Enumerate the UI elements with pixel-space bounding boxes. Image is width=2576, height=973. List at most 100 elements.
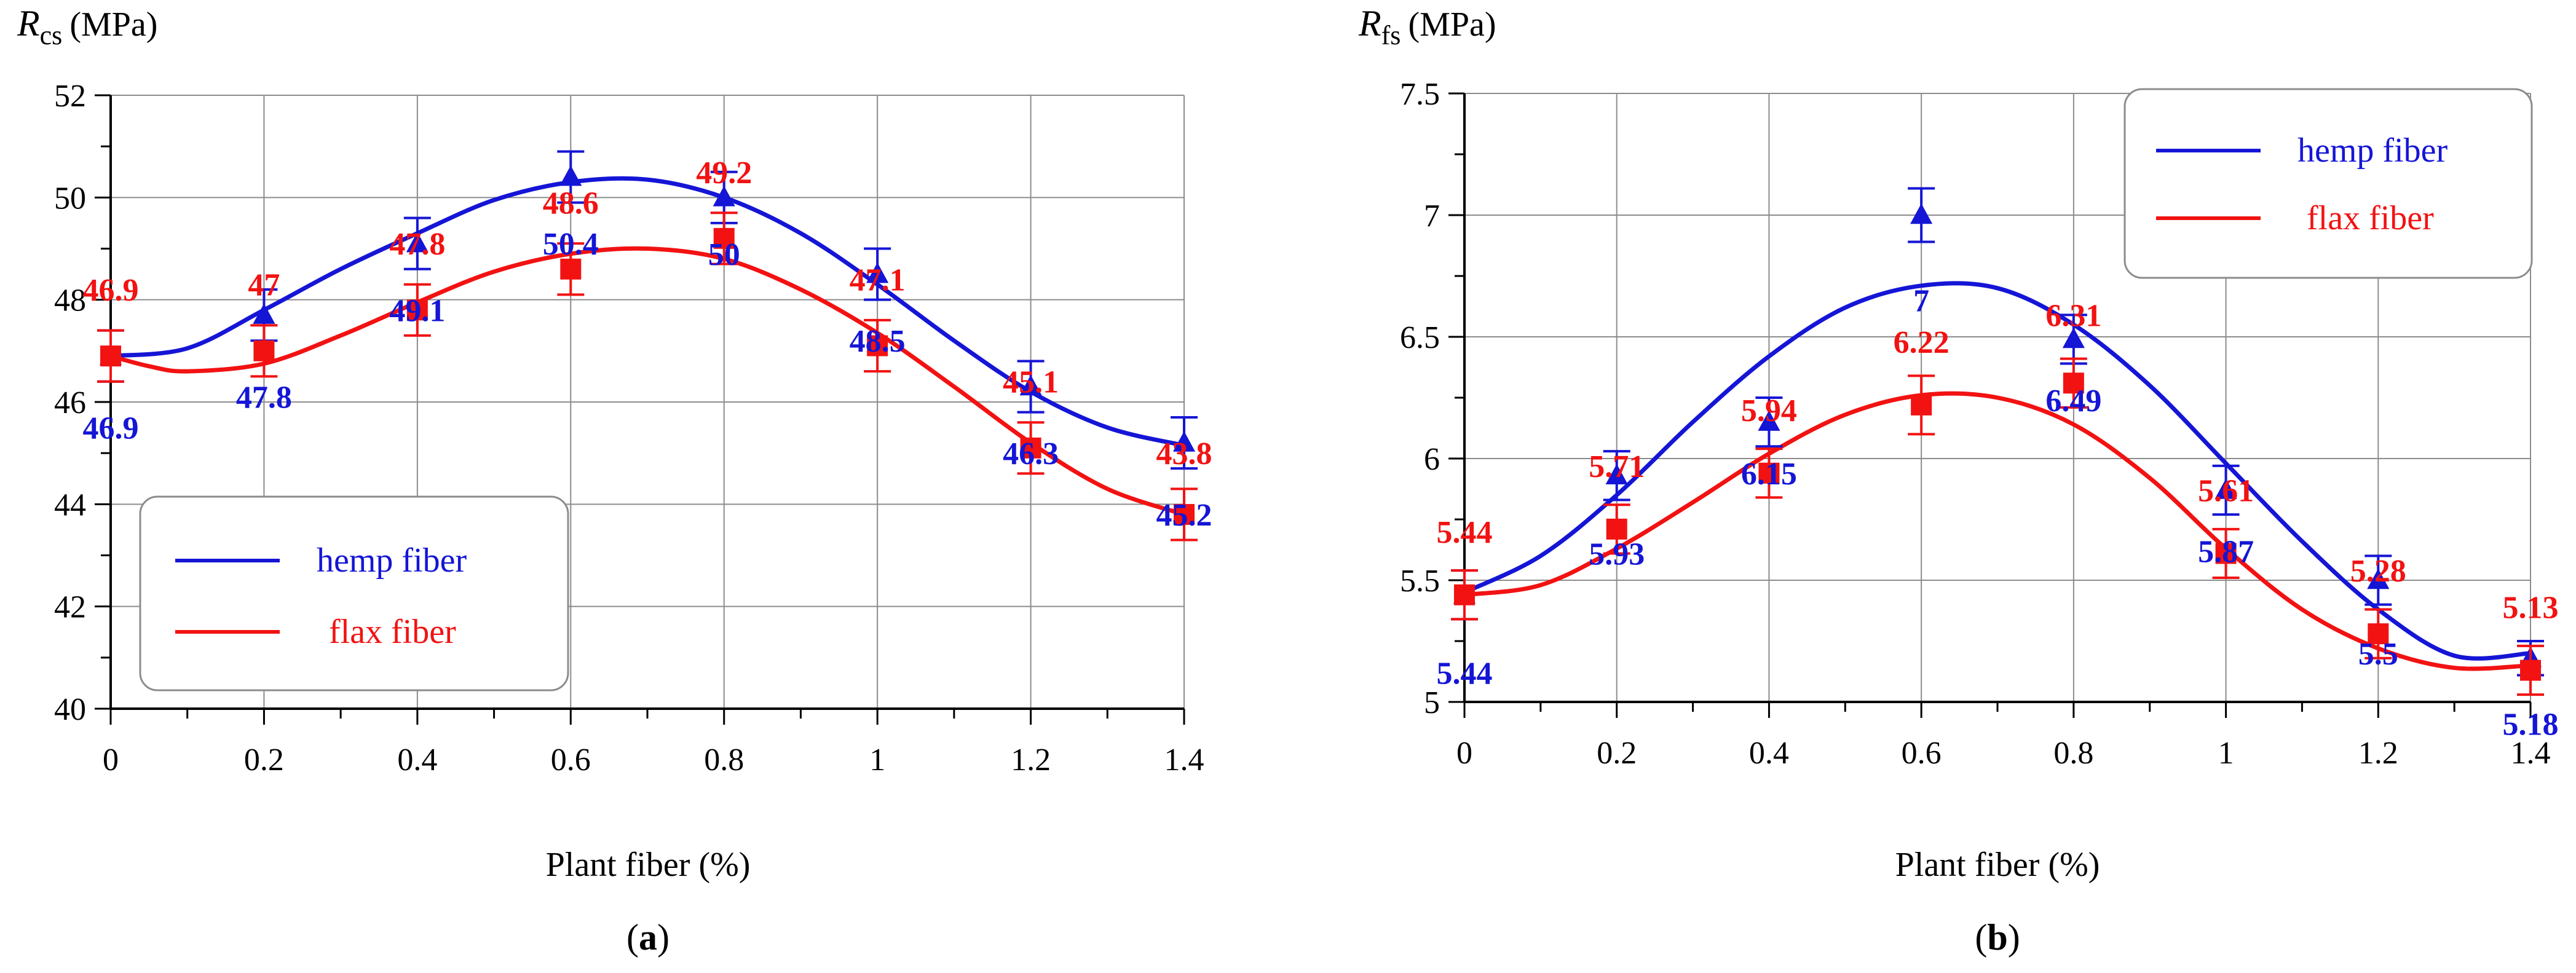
x-tick-label: 0.2 (244, 743, 284, 778)
tick-labels: 0 0.2 0.4 0.6 0.8 1 1.2 1.4 5 5.5 6 6.5 7 7.5 (1400, 77, 2551, 771)
y-tick-label: 44 (54, 487, 86, 522)
series-line-hemp (1463, 281, 2531, 661)
data-label-hemp: 47.8 (236, 380, 292, 416)
data-label-flax: 5.94 (1741, 393, 1797, 428)
data-point-flax (100, 345, 121, 367)
tick-labels: 0 0.2 0.4 0.6 0.8 1 1.2 1.4 40 42 44 46 48 50 52 (54, 79, 1204, 778)
y-axis-symbol: R (1358, 3, 1381, 44)
x-tick-label: 1 (2218, 736, 2234, 771)
y-axis-unit: (MPa) (1408, 6, 1496, 44)
data-point-hemp (253, 303, 275, 324)
data-label-flax: 43.8 (1156, 436, 1212, 471)
data-labels: 46.9 47.8 49.1 50.4 50 48.5 46.3 45.2 46.9 47 47.8… (83, 156, 1212, 533)
data-label-hemp: 45.2 (1156, 498, 1212, 533)
data-label-flax: 6.31 (2045, 298, 2101, 333)
data-label-hemp: 46.9 (83, 411, 139, 446)
data-label-hemp: 5.18 (2503, 707, 2559, 743)
y-tick-label: 5.5 (1400, 564, 1440, 599)
data-point-flax (2063, 372, 2084, 394)
data-label-flax: 45.1 (1003, 365, 1059, 400)
y-axis-subscript: fs (1381, 20, 1401, 50)
data-label-hemp: 7 (1913, 284, 1929, 319)
data-point-flax (1454, 584, 1475, 605)
data-label-hemp: 5.44 (1437, 656, 1493, 691)
data-label-hemp: 6.15 (1741, 457, 1797, 492)
data-point-flax (406, 299, 428, 321)
data-label-hemp: 46.3 (1003, 436, 1059, 471)
legend: hemp fiber flax fiber (2124, 88, 2533, 279)
data-label-flax: 5.13 (2503, 591, 2559, 626)
chart-panel-b: 0 0.2 0.4 0.6 0.8 1 1.2 1.4 5 5.5 6 6.5 7 7.5 5.44 5.9… (1358, 3, 2559, 958)
legend-box (2124, 88, 2533, 279)
data-label-flax: 5.61 (2198, 473, 2254, 508)
legend-label-hemp: hemp fiber (317, 542, 467, 580)
legend-label-flax: flax fiber (2307, 199, 2434, 237)
data-point-flax (1758, 462, 1780, 484)
legend-box (139, 495, 569, 691)
data-point-hemp (406, 232, 429, 253)
y-axis-unit: (MPa) (69, 6, 157, 44)
data-point-flax (253, 340, 275, 361)
x-tick-label: 0 (1456, 736, 1472, 771)
data-point-flax (1020, 437, 1041, 459)
y-tick-label: 6 (1424, 442, 1440, 477)
y-tick-label: 52 (54, 79, 86, 114)
y-tick-label: 46 (54, 385, 86, 420)
x-tick-label: 0.6 (1902, 736, 1942, 771)
data-label-flax: 49.2 (696, 156, 752, 191)
data-markers (1451, 187, 2544, 696)
x-tick-label: 0.8 (704, 743, 744, 778)
data-point-hemp (1172, 431, 1196, 452)
panel-label: (b) (1975, 917, 2020, 958)
y-tick-label: 50 (54, 181, 86, 216)
data-label-hemp: 48.5 (850, 324, 906, 359)
x-tick-label: 0.6 (551, 743, 591, 778)
x-axis-title: Plant fiber (%) (546, 846, 751, 884)
data-label-hemp: 50 (708, 237, 740, 272)
data-label-flax: 5.44 (1437, 515, 1493, 550)
panel-letter: a (639, 917, 657, 958)
data-point-hemp (1910, 203, 1933, 224)
x-tick-label: 0 (103, 743, 119, 778)
x-tick-label: 0.8 (2053, 736, 2093, 771)
y-tick-label: 5 (1424, 685, 1440, 720)
data-point-hemp (1605, 463, 1628, 484)
y-tick-label: 7 (1424, 199, 1440, 234)
legend-label-flax: flax fiber (329, 613, 456, 651)
data-labels: 5.44 5.93 6.15 7 6.49 5.87 5.5 5.18 5.44 5.71 5.94… (1437, 284, 2559, 743)
data-label-hemp: 50.4 (543, 227, 599, 262)
data-point-hemp (713, 186, 735, 207)
legend-label-hemp: hemp fiber (2297, 132, 2448, 170)
data-label-flax: 47 (248, 268, 280, 303)
y-tick-label: 6.5 (1400, 320, 1440, 355)
legend: hemp fiber flax fiber (139, 495, 569, 691)
y-axis-title: Rcs (MPa) (17, 3, 157, 50)
data-label-hemp: 5.5 (2358, 637, 2398, 672)
panel-label: (a) (626, 917, 670, 958)
y-tick-label: 42 (54, 590, 86, 625)
data-point-flax (1911, 394, 1932, 416)
data-point-flax (1606, 518, 1627, 540)
data-label-hemp: 5.87 (2198, 534, 2254, 569)
y-axis-subscript: cs (40, 20, 63, 50)
x-tick-label: 1.4 (2511, 736, 2551, 771)
y-axis-symbol: R (17, 3, 40, 44)
data-point-hemp (866, 262, 889, 283)
data-point-flax (1174, 503, 1195, 525)
panel-letter: b (1987, 917, 2007, 958)
x-tick-label: 1.2 (1011, 743, 1051, 778)
data-label-flax: 5.71 (1589, 449, 1645, 484)
series-line-hemp (110, 176, 1185, 448)
data-point-hemp (2367, 569, 2390, 589)
fitted-curves (1463, 281, 2531, 671)
data-point-hemp (559, 165, 582, 186)
data-label-flax: 46.9 (83, 273, 139, 308)
x-tick-label: 1 (869, 743, 885, 778)
data-point-flax (2520, 660, 2541, 681)
x-tick-label: 1.4 (1164, 743, 1204, 778)
y-axis-title: Rfs (MPa) (1358, 3, 1496, 50)
y-tick-label: 48 (54, 283, 86, 318)
y-tick-label: 40 (54, 692, 86, 727)
data-point-flax (713, 227, 735, 249)
